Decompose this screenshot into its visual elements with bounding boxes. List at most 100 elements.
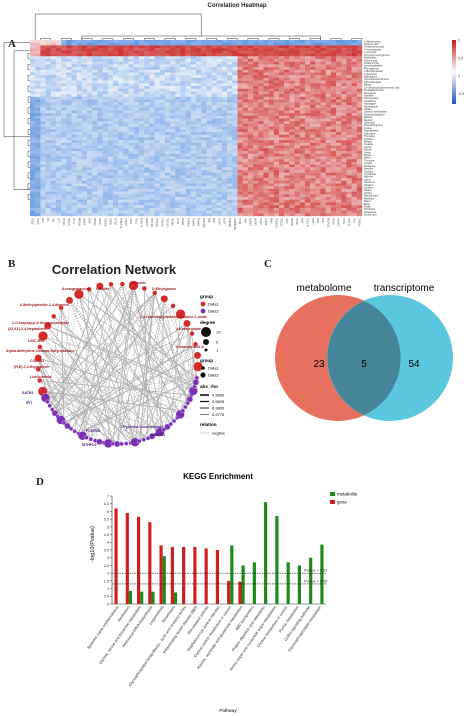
heatmap-cell — [102, 194, 109, 198]
heatmap-cell — [55, 207, 62, 211]
heatmap-cell — [258, 88, 264, 92]
heatmap-cell — [258, 140, 264, 144]
heatmap-cell — [206, 121, 212, 125]
heatmap-cell — [315, 137, 321, 141]
heatmap-cell — [263, 69, 269, 73]
heatmap-cell — [45, 123, 51, 127]
colorbar-tick: 1 — [458, 39, 460, 43]
heatmap-cell — [310, 129, 316, 133]
heatmap-cell — [190, 164, 197, 168]
heatmap-cell — [227, 188, 233, 192]
heatmap-cell — [76, 129, 83, 133]
heatmap-cell — [232, 199, 238, 203]
heatmap-cell — [35, 110, 41, 114]
heatmap-cell — [185, 199, 192, 203]
heatmap-cell — [221, 64, 228, 68]
heatmap-cell — [87, 72, 93, 76]
heatmap-cell — [102, 207, 109, 211]
heatmap-cell — [351, 188, 358, 192]
heatmap-cell — [128, 210, 134, 214]
heatmap-row-label: Glycerophosphocholine — [364, 78, 390, 81]
heatmap-cell — [159, 153, 166, 157]
heatmap-cell — [330, 213, 337, 217]
heatmap-col-label: PTGS2 — [94, 217, 97, 226]
heatmap-cell — [92, 40, 98, 43]
heatmap-cell — [66, 167, 72, 171]
heatmap-cell — [211, 83, 217, 87]
heatmap-cell — [216, 99, 223, 103]
network-edge — [60, 307, 123, 445]
heatmap-cell — [92, 91, 98, 95]
heatmap-cell — [92, 129, 98, 133]
heatmap-cell — [201, 113, 207, 117]
heatmap-cell — [170, 145, 176, 149]
heatmap-cell — [341, 61, 347, 65]
heatmap-cell — [253, 161, 259, 165]
heatmap-cell — [221, 107, 228, 111]
heatmap-cell — [55, 178, 62, 181]
heatmap-cell — [61, 129, 67, 133]
heatmap-cell — [35, 61, 41, 65]
heatmap-cell — [123, 64, 129, 68]
heatmap-cell — [175, 156, 181, 160]
heatmap-cell — [118, 45, 124, 49]
heatmap-cell — [138, 121, 145, 125]
heatmap-cell — [237, 67, 243, 70]
heatmap-cell — [221, 175, 228, 179]
heatmap-cell — [196, 156, 202, 160]
heatmap-cell — [45, 172, 51, 176]
heatmap-cell — [118, 61, 124, 65]
heatmap-cell — [351, 72, 358, 76]
heatmap-cell — [30, 129, 36, 133]
heatmap-cell — [159, 83, 166, 87]
heatmap-cell — [159, 72, 166, 76]
heatmap-cell — [273, 197, 280, 200]
heatmap-cell — [237, 151, 243, 154]
heatmap-cell — [263, 45, 269, 49]
heatmap-cell — [289, 64, 295, 68]
heatmap-cell — [242, 88, 249, 92]
heatmap-cell — [97, 96, 103, 100]
y-tick-label: 0 — [107, 602, 109, 606]
bar-gene — [238, 581, 242, 604]
heatmap-cell — [113, 50, 119, 54]
heatmap-cell — [273, 178, 280, 181]
heatmap-cell — [247, 115, 254, 119]
heatmap-cell — [102, 188, 109, 192]
heatmap-cell — [40, 42, 46, 46]
network-title: Correlation Network — [52, 262, 177, 277]
heatmap-cell — [50, 175, 57, 179]
heatmap-cell — [50, 129, 57, 133]
heatmap-cell — [118, 126, 124, 130]
heatmap-cell — [273, 129, 280, 133]
heatmap-cell — [45, 169, 51, 173]
heatmap-cell — [190, 126, 197, 130]
heatmap-cell — [123, 172, 129, 176]
heatmap-cell — [164, 140, 171, 144]
heatmap-cell — [128, 102, 134, 106]
heatmap-cell — [113, 183, 119, 187]
heatmap-cell — [40, 134, 46, 138]
heatmap-cell — [196, 178, 202, 181]
heatmap-col-labels: SOD1 GPX1 CAT IL6 TNF IL1B CXCL8 NFKB1 TLR4 MYD88… — [32, 217, 362, 230]
heatmap-cell — [30, 61, 36, 65]
heatmap-cell — [211, 199, 217, 203]
heatmap-cell — [149, 83, 155, 87]
heatmap-cell — [40, 86, 46, 89]
heatmap-cell — [175, 167, 181, 171]
heatmap-cell — [206, 172, 212, 176]
heatmap-cell — [144, 107, 150, 111]
heatmap-cell — [128, 69, 134, 73]
heatmap-cell — [268, 153, 275, 157]
heatmap-cell — [170, 161, 176, 165]
heatmap-cell — [211, 56, 217, 60]
heatmap-cell — [154, 96, 160, 100]
heatmap-cell — [133, 77, 140, 81]
heatmap-cell — [190, 77, 197, 81]
heatmap-cell — [149, 94, 155, 98]
heatmap-cell — [201, 148, 207, 152]
heatmap-cell — [253, 40, 259, 43]
heatmap-cell — [107, 172, 114, 176]
heatmap-cell — [263, 167, 269, 171]
heatmap-cell — [242, 194, 249, 198]
